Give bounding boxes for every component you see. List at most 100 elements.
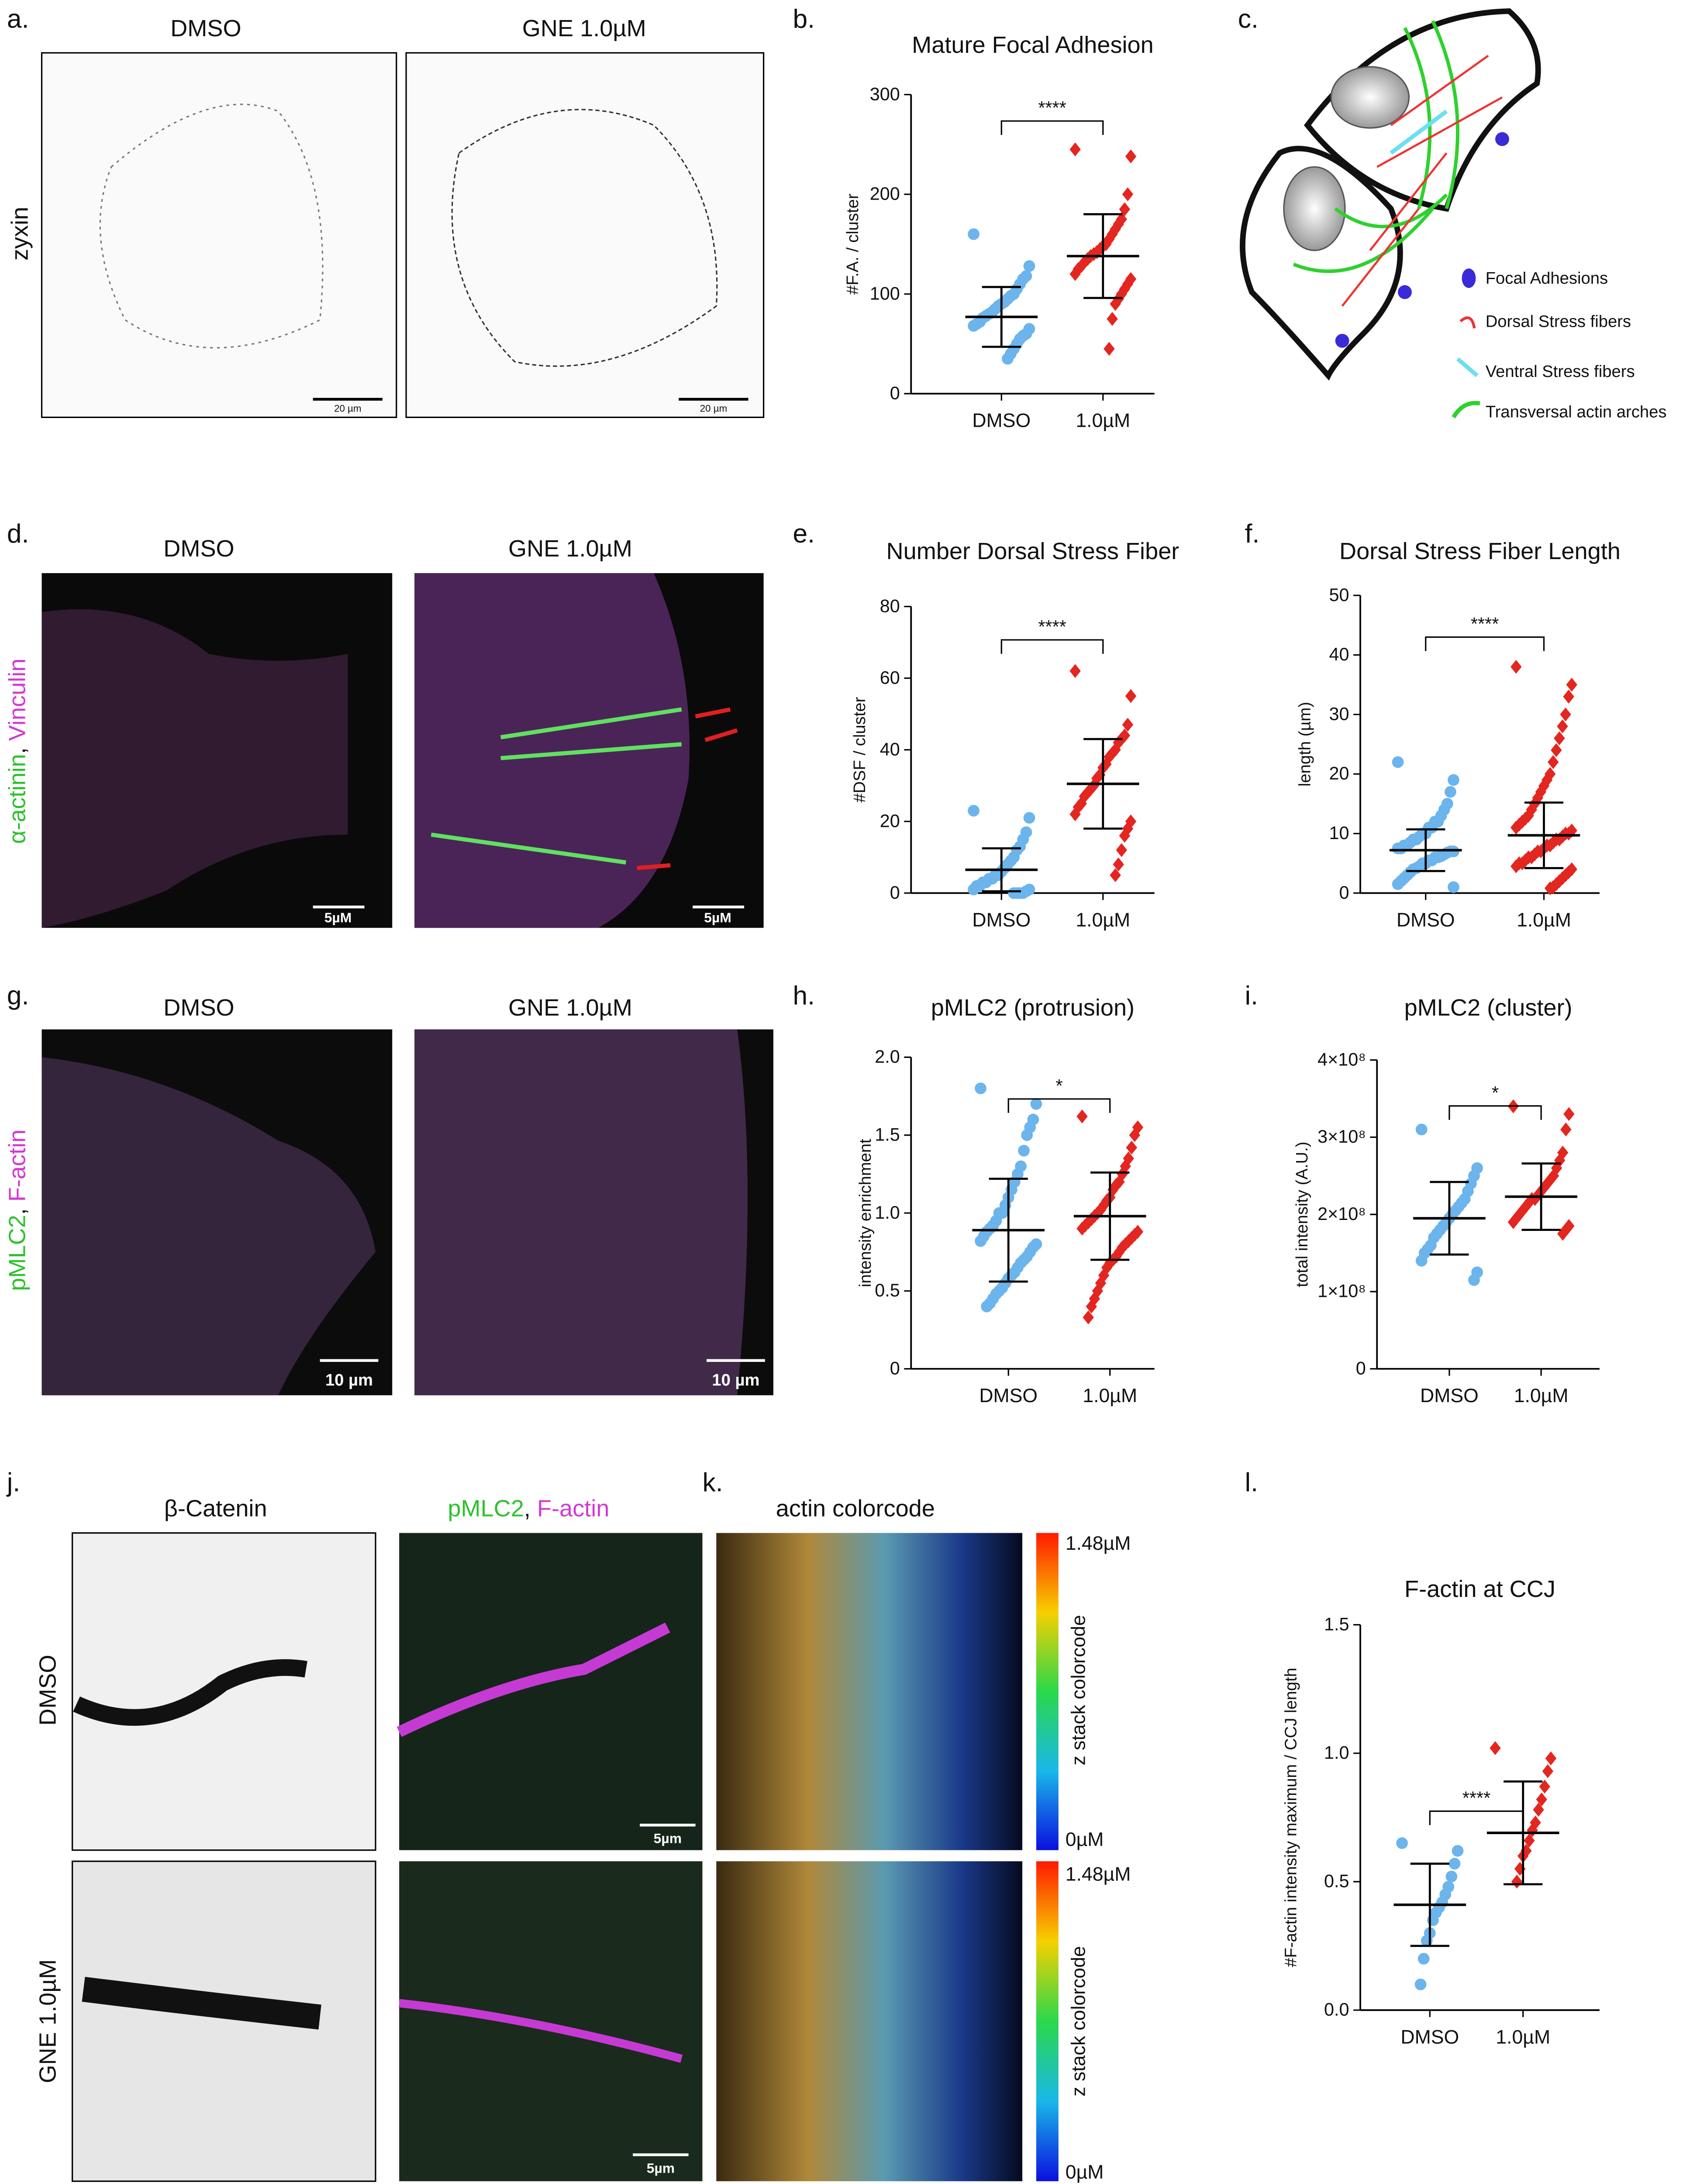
panel-label: a. [7,4,29,34]
data-point [1392,878,1404,890]
error-bar [1410,1863,1449,1947]
data-point [1116,843,1128,857]
error-bar [1430,1181,1469,1256]
significance-bracket [1429,1810,1524,1825]
y-tick-label: 0 [890,1358,900,1378]
data-point [1086,1299,1097,1314]
stain-label: pMLC2, F-actin [4,1130,30,1291]
data-point [1542,1764,1554,1778]
data-point [1002,353,1014,365]
data-point [1126,1140,1138,1155]
data-point [968,805,979,817]
chart-title: F-actin at CCJ [1404,1576,1555,1602]
data-point [1452,1845,1464,1857]
significance-bracket [1448,1105,1542,1120]
error-bar [1083,213,1123,299]
y-tick-label: 200 [870,184,900,204]
data-point [1511,1211,1522,1226]
data-point [1511,1874,1523,1889]
data-point [1083,1310,1094,1324]
colorbar-min: 0µM [1066,1829,1104,1850]
error-bar [1090,1171,1130,1261]
data-point [1107,312,1118,326]
scale-label: 5µm [647,2160,675,2176]
colorbar [1036,1533,1059,1850]
data-point [1122,187,1134,201]
stain-sep: , [4,741,30,754]
y-tick-label: 30 [1329,704,1349,724]
data-point [1122,718,1134,732]
data-point [1448,1858,1461,1870]
x-tick-label: 1.0µM [1514,1385,1569,1406]
significance-label: * [1492,1083,1499,1103]
data-point [1021,1129,1033,1141]
data-point [1560,707,1571,722]
error-bar [1521,1162,1561,1231]
significance-bracket [1000,120,1104,135]
schematic [1240,8,1541,418]
y-tick-label: 1.0 [875,1203,900,1223]
junction [73,1659,307,1726]
data-point [981,1300,993,1313]
y-tick-label: 1.5 [875,1124,900,1144]
scale-label: 5µm [654,1831,682,1846]
x-tick-label: DMSO [1420,1385,1479,1406]
x-tick-label: DMSO [979,1385,1038,1406]
y-tick-label: 0.5 [875,1280,900,1300]
data-point [1414,1978,1427,1990]
data-point [1069,142,1081,157]
legend-label: Dorsal Stress fibers [1486,312,1631,331]
panel-label: l. [1245,1467,1258,1497]
x-tick-label: 1.0µM [1517,909,1571,931]
y-tick-label: 10 [1329,823,1349,843]
image-title: actin colorcode [776,1495,935,1521]
stain-sep: , [4,1202,30,1215]
y-tick-label: 20 [1329,764,1349,784]
stain-magenta: F-actin [537,1495,609,1521]
significance-label: **** [1038,617,1066,637]
image-title: GNE 1.0µM [508,536,632,562]
colorbar [1036,1861,1059,2181]
image-title: β-Catenin [164,1495,267,1521]
data-point [1113,857,1124,871]
y-tick-label: 2×10⁸ [1317,1204,1366,1224]
image-title: GNE 1.0µM [508,995,632,1021]
y-axis-label: length (µm) [1295,702,1314,787]
data-point [1566,677,1577,692]
data-point [1544,881,1556,895]
data-point [1396,1837,1408,1849]
micrograph [72,1860,376,2182]
panel-label: f. [1245,518,1260,548]
stain-green: pMLC2 [4,1215,30,1291]
y-tick-label: 40 [880,739,900,759]
data-point [1023,812,1035,824]
x-tick-label: 1.0µM [1076,410,1130,432]
data-point [1445,1870,1458,1883]
panel-label: j. [6,1467,20,1497]
junction [397,1622,670,1737]
data-point [1554,731,1565,746]
x-tick-label: DMSO [972,909,1031,931]
y-axis-label: intensity enrichment [856,1139,875,1287]
image-title: pMLC2, F-actin [448,1495,609,1521]
data-point [1104,342,1115,356]
data-point [1563,1107,1575,1121]
colorbar-max: 1.48µM [1066,1533,1131,1554]
data-point [1417,1952,1430,1965]
micrograph [399,1533,703,1850]
data-point [1392,842,1404,854]
data-point [1125,149,1137,163]
data-point [1110,297,1121,311]
data-point [1076,1109,1088,1123]
chart-title: Number Dorsal Stress Fiber [886,538,1179,564]
data-point [1110,868,1121,882]
y-tick-label: 40 [1329,644,1349,664]
y-tick-label: 50 [1329,585,1349,605]
x-tick-label: DMSO [1397,909,1455,931]
data-point [1030,1098,1042,1110]
data-point [1524,1833,1535,1848]
row-label: GNE 1.0µM [34,1959,61,2083]
error-bar [1504,1780,1543,1886]
data-point [1536,1792,1547,1807]
